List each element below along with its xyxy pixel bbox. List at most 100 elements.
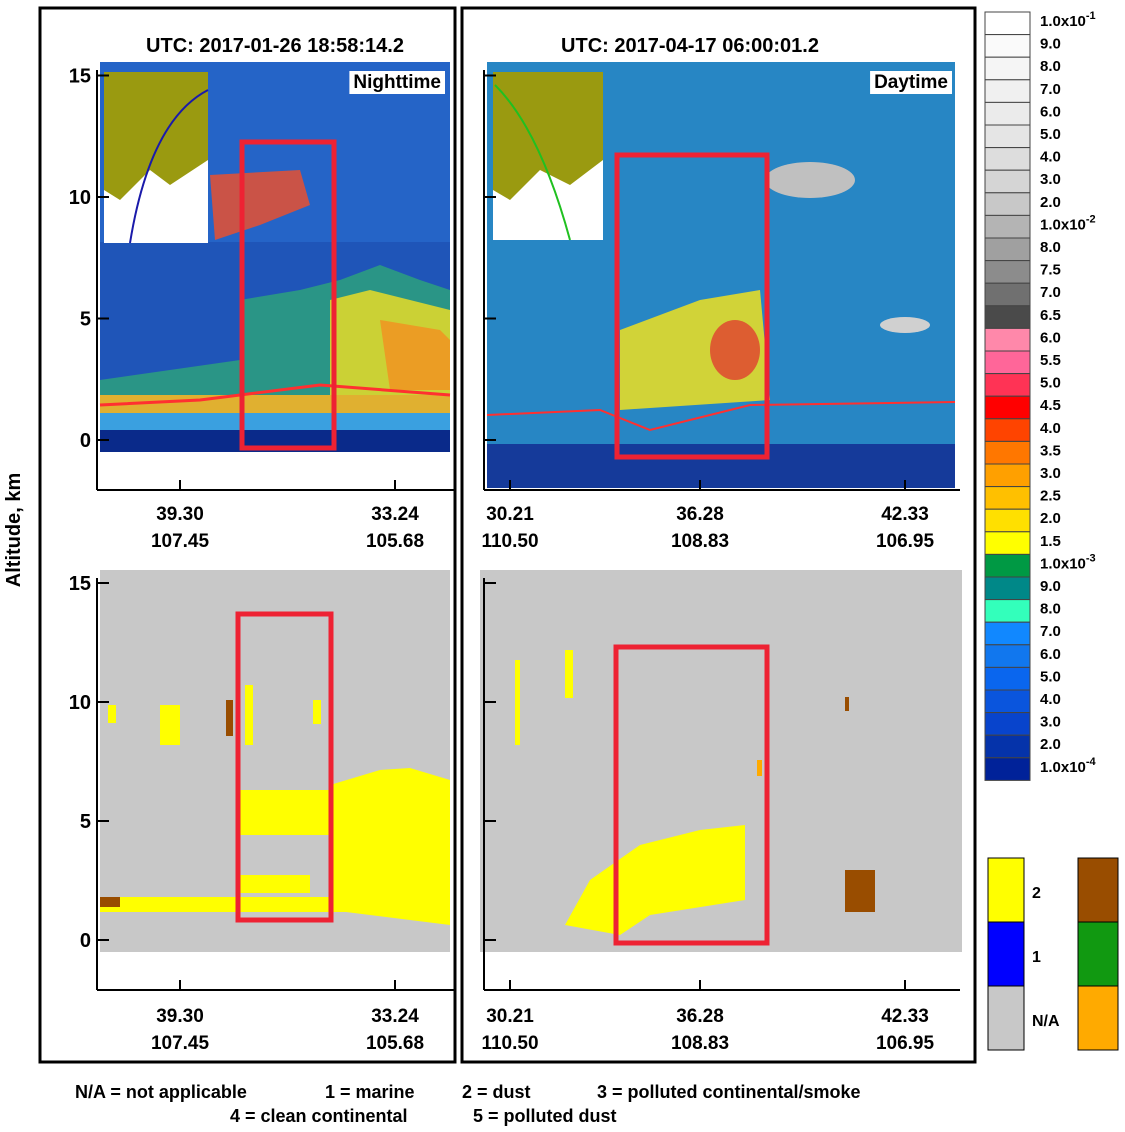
colorbar-swatch [984,486,1031,510]
colorbar-swatch [984,169,1031,194]
footer-key: 4 = clean continental [230,1106,408,1126]
utc-label: UTC: 2017-04-17 06:00:01.2 [561,35,819,57]
footer-key: 5 = polluted dust [473,1106,617,1126]
footer-key: 2 = dust [462,1082,531,1102]
colorbar-label-base: 1.0x10 [1040,216,1086,233]
x-tick-lat: 33.24 [371,504,419,525]
colorbar-label: 5.5 [1040,352,1061,369]
colorbar-swatch [984,621,1031,646]
y-tick-label: 10 [69,187,91,209]
colorbar-label: 2.0 [1040,736,1061,753]
x-tick-lon: 108.83 [671,531,729,552]
colorbar-label: 3.0 [1040,171,1061,188]
colorbar-label: 9.0 [1040,578,1061,595]
x-tick-lon: 108.83 [671,1033,729,1054]
colorbar-label: 5.0 [1040,668,1061,685]
legend-swatch [987,857,1025,923]
colorbar-swatch [984,395,1031,420]
colorbar-label: 8.0 [1040,239,1061,256]
x-tick-lon: 105.68 [366,531,424,552]
x-tick-lat: 42.33 [881,504,929,525]
colorbar-swatch [984,327,1031,352]
colorbar-swatch [984,508,1031,533]
colorbar-swatch [984,124,1031,149]
colorbar-label-base: 1.0x10 [1040,759,1086,776]
colorbar-swatch [984,531,1031,555]
colorbar-swatch [984,192,1031,216]
legend-swatch [987,921,1025,987]
colorbar-label-exp: -3 [1086,552,1096,564]
colorbar-label: 1.0x10-4 [1040,756,1097,776]
colorbar-label: 8.0 [1040,58,1061,75]
colorbar-swatch [984,282,1031,307]
colorbar-label: 4.0 [1040,691,1061,708]
colorbar-swatch [984,260,1031,284]
colorbar-label: 4.5 [1040,397,1061,414]
x-tick-lat: 39.30 [156,1006,204,1027]
colorbar-label: 1.0x10-1 [1040,10,1096,30]
colorbar-label: 1.5 [1040,533,1061,550]
footer-key: N/A = not applicable [75,1082,247,1102]
colorbar-label-exp: -2 [1086,213,1096,225]
colorbar-swatch [984,757,1031,781]
y-tick-label: 15 [69,573,91,595]
right-frame [460,6,977,1064]
time-tag: Daytime [874,72,948,93]
colorbar-swatch [984,147,1031,171]
colorbar-swatch [984,644,1031,668]
colorbar-label: 6.0 [1040,646,1061,663]
x-tick-lon: 106.95 [876,1033,935,1054]
y-axis-label: Altitude, km [3,473,25,587]
x-tick-lon: 110.50 [481,531,538,552]
y-tick-label: 10 [69,692,91,714]
highlight-boxes [235,139,770,946]
colorbar-swatch [984,712,1031,736]
colorbar-swatch [984,373,1031,397]
colorbar-swatch [984,11,1031,36]
colorbar-label-exp: -4 [1086,756,1097,768]
legend-label: 1 [1032,949,1041,966]
colorbar-swatch [984,599,1031,623]
colorbar-label: 6.5 [1040,307,1061,324]
colorbar-label: 8.0 [1040,601,1061,618]
colorbar-label: 5.0 [1040,375,1061,392]
x-tick-lat: 39.30 [156,504,204,525]
colorbar-swatch [984,576,1031,601]
colorbar-swatch [984,79,1031,103]
footer-key: 1 = marine [325,1082,415,1102]
colorbar-swatch [984,418,1031,442]
colorbar-label: 1.0x10-3 [1040,552,1096,572]
x-tick-lon: 106.95 [876,531,935,552]
y-tick-label: 5 [80,309,91,331]
colorbar-label: 4.0 [1040,420,1061,437]
legend-swatch [1077,985,1119,1051]
colorbar-label: 5.0 [1040,126,1061,143]
colorbar-swatch [984,553,1031,578]
colorbar-label: 9.0 [1040,36,1061,53]
colorbar-label: 1.0x10-2 [1040,213,1096,233]
x-tick-lon: 107.45 [151,531,210,552]
x-tick-lon: 105.68 [366,1033,424,1054]
colorbar-swatch [984,214,1031,239]
y-tick-label: 0 [80,930,91,952]
colorbar-swatch [984,440,1031,465]
colorbar-swatch [984,237,1031,262]
colorbar-label: 7.5 [1040,262,1061,279]
colorbar-swatch [984,101,1031,126]
footer-key: 3 = polluted continental/smoke [597,1082,861,1102]
legend-swatch [1077,857,1119,923]
colorbar-swatch [984,350,1031,375]
colorbar-label: 7.0 [1040,284,1061,301]
colorbar-label: 3.5 [1040,442,1061,459]
x-tick-lat: 30.21 [486,1006,534,1027]
colorbar-label-base: 1.0x10 [1040,555,1086,572]
legend-label: N/A [1032,1013,1060,1030]
x-tick-lon: 107.45 [151,1033,210,1054]
colorbar-label: 2.0 [1040,194,1061,211]
colorbar-label: 6.0 [1040,329,1061,346]
left-frame [38,6,457,1064]
legend-swatch [987,985,1025,1051]
y-tick-label: 0 [80,430,91,452]
utc-label: UTC: 2017-01-26 18:58:14.2 [146,35,404,57]
